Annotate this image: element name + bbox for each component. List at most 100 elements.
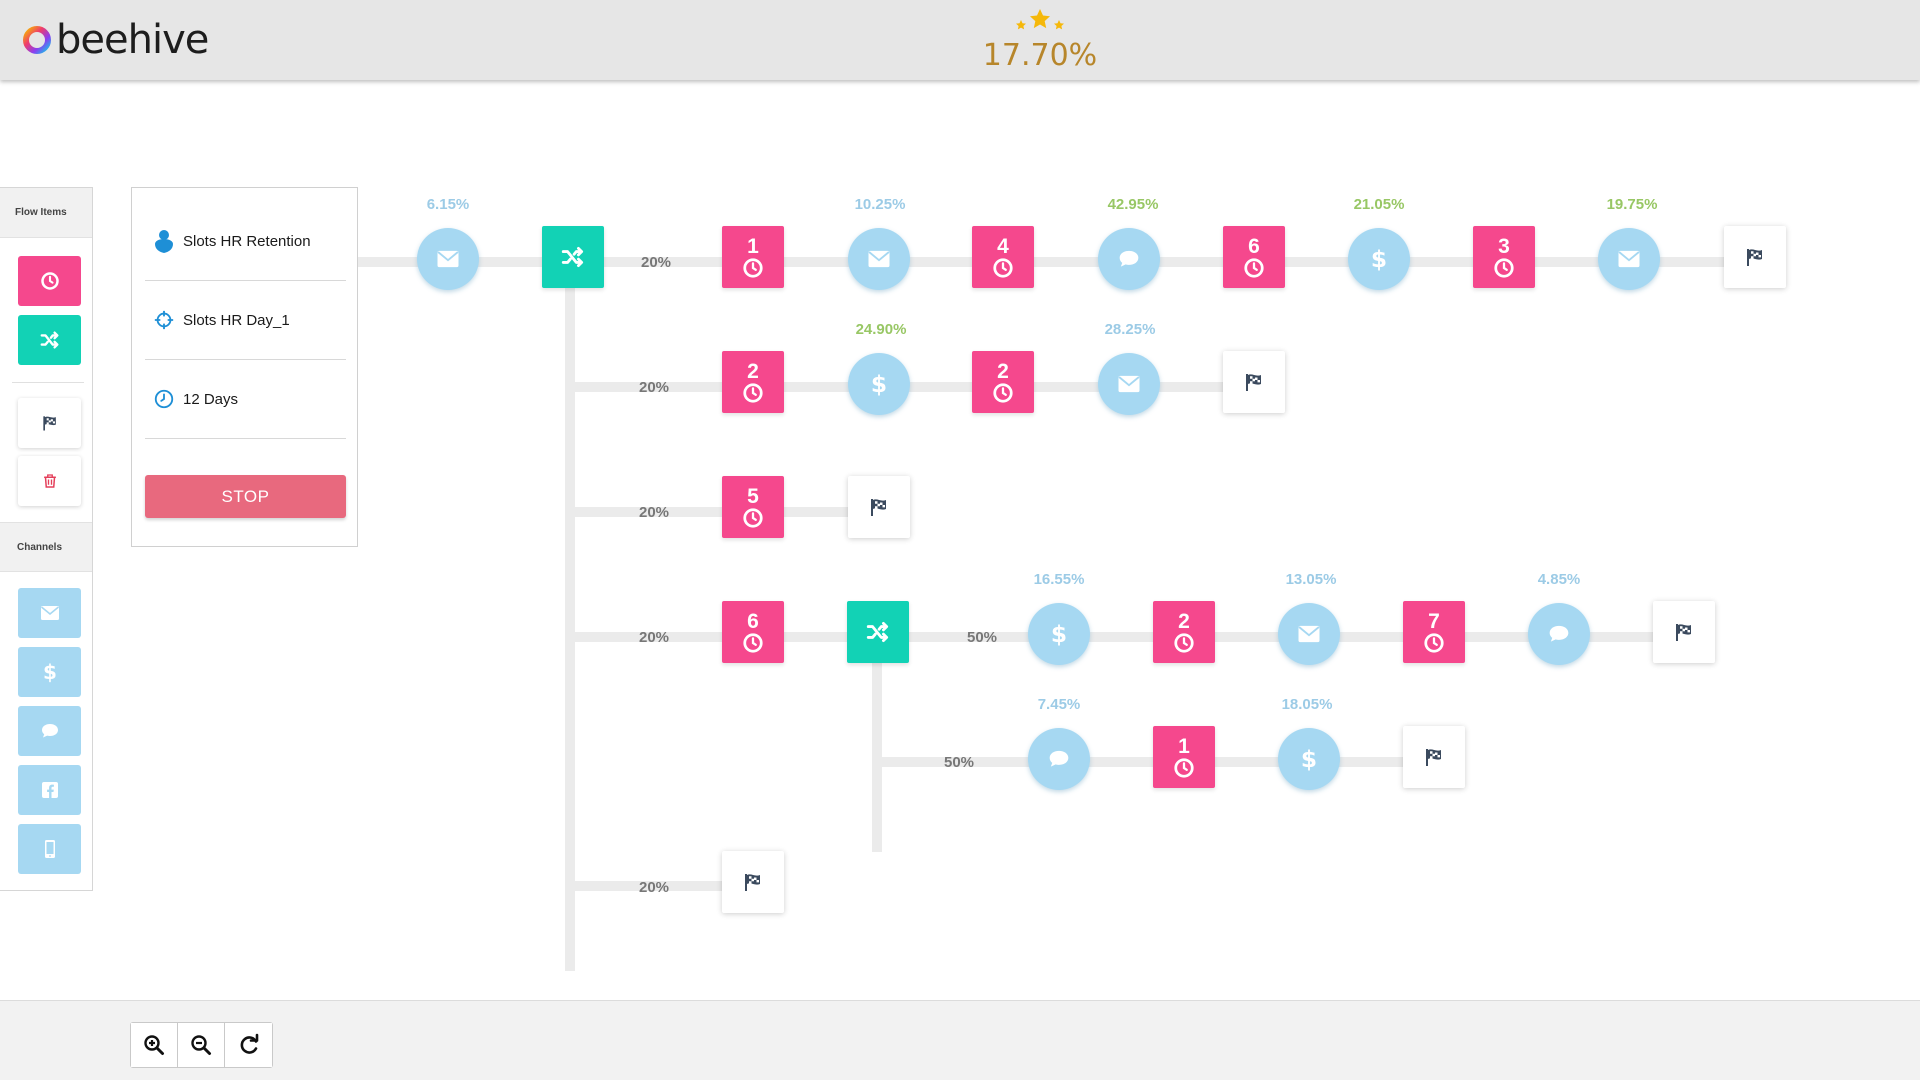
- conversion-rate: 7.45%: [1037, 696, 1081, 713]
- email-icon: [1115, 370, 1143, 398]
- shuffle-icon: [865, 619, 891, 645]
- clock-icon: [742, 257, 764, 279]
- target-segment: Slots HR Day_1: [183, 311, 290, 329]
- wait-node[interactable]: 2: [1153, 601, 1215, 663]
- channel-dollar[interactable]: [18, 647, 81, 697]
- split-percent: 20%: [639, 879, 670, 896]
- clock-icon: [992, 257, 1014, 279]
- conversion-rate: 10.25%: [854, 196, 906, 213]
- end-node[interactable]: [1653, 601, 1715, 663]
- email-icon: [1295, 620, 1323, 648]
- flag-icon: [1743, 245, 1767, 269]
- wait-node[interactable]: 4: [972, 226, 1034, 288]
- split-percent: 50%: [944, 754, 975, 771]
- end-node[interactable]: [1724, 226, 1786, 288]
- wait-days: 2: [997, 359, 1009, 383]
- conversion-rate: 16.55%: [1033, 571, 1085, 588]
- connector: [872, 662, 882, 852]
- split-node[interactable]: [542, 226, 604, 288]
- connector: [575, 632, 1685, 642]
- chat-node[interactable]: [1098, 228, 1160, 290]
- end-node[interactable]: [1223, 351, 1285, 413]
- wait-node[interactable]: 2: [972, 351, 1034, 413]
- wait-days: 2: [747, 359, 759, 383]
- app-logo[interactable]: beehive: [22, 16, 209, 64]
- email-node[interactable]: [848, 228, 910, 290]
- wait-days: 2: [1178, 609, 1190, 633]
- conversion-rate: 19.75%: [1606, 196, 1658, 213]
- app-name: beehive: [56, 17, 209, 63]
- channel-facebook[interactable]: [18, 765, 81, 815]
- end-node[interactable]: [1403, 726, 1465, 788]
- dollar-node[interactable]: [1278, 728, 1340, 790]
- clock-icon: [1243, 257, 1265, 279]
- target-row: Slots HR Day_1: [145, 281, 346, 360]
- split-percent: 20%: [639, 379, 670, 396]
- wait-node[interactable]: 6: [722, 601, 784, 663]
- campaign-row: Slots HR Retention: [145, 202, 346, 281]
- stars-icon: [1016, 9, 1064, 30]
- zoom-out-button[interactable]: [178, 1023, 225, 1067]
- crosshair-icon: [154, 310, 174, 330]
- split-node[interactable]: [847, 601, 909, 663]
- dollar-node[interactable]: [1348, 228, 1410, 290]
- wait-node[interactable]: 7: [1403, 601, 1465, 663]
- wait-days: 7: [1428, 609, 1440, 633]
- channel-email[interactable]: [18, 588, 81, 638]
- dollar-node[interactable]: [1028, 603, 1090, 665]
- wait-node[interactable]: 2: [722, 351, 784, 413]
- wait-days: 1: [747, 234, 759, 258]
- flag-icon: [1242, 370, 1266, 394]
- split-percent: 50%: [967, 629, 998, 646]
- flow-item-split[interactable]: [18, 315, 81, 365]
- clock-icon: [992, 382, 1014, 404]
- conversion-rate: 4.85%: [1537, 571, 1581, 588]
- flag-icon: [1672, 620, 1696, 644]
- dollar-icon: [1295, 745, 1323, 773]
- score-value: 17.70%: [982, 38, 1098, 73]
- stop-button[interactable]: STOP: [145, 475, 346, 518]
- divider: [12, 382, 84, 383]
- end-node[interactable]: [722, 851, 784, 913]
- flow-item-delete[interactable]: [18, 456, 81, 506]
- channel-mobile[interactable]: [18, 824, 81, 874]
- reset-view-button[interactable]: [225, 1023, 272, 1067]
- zoom-in-button[interactable]: [131, 1023, 178, 1067]
- shuffle-icon: [560, 244, 586, 270]
- conversion-rate: 28.25%: [1104, 321, 1156, 338]
- flag-icon: [867, 495, 891, 519]
- clock-icon: [742, 632, 764, 654]
- email-node[interactable]: [1278, 603, 1340, 665]
- channel-chat[interactable]: [18, 706, 81, 756]
- wait-days: 6: [747, 609, 759, 633]
- end-node[interactable]: [848, 476, 910, 538]
- clock-icon: [1423, 632, 1445, 654]
- wait-days: 1: [1178, 734, 1190, 758]
- wait-node[interactable]: 1: [722, 226, 784, 288]
- conversion-rate: 21.05%: [1353, 196, 1405, 213]
- clock-icon: [742, 507, 764, 529]
- chat-node[interactable]: [1028, 728, 1090, 790]
- chat-icon: [1045, 745, 1073, 773]
- chat-node[interactable]: [1528, 603, 1590, 665]
- overall-score: 17.70%: [940, 6, 1140, 73]
- wait-node[interactable]: 5: [722, 476, 784, 538]
- dollar-node[interactable]: [848, 353, 910, 415]
- dollar-icon: [1365, 245, 1393, 273]
- flow-item-wait[interactable]: [18, 256, 81, 306]
- split-percent: 20%: [639, 504, 670, 521]
- flow-canvas[interactable]: 20% 20% 20% 20% 20% 50% 50% 6.15% 1 10.2…: [0, 80, 1920, 1000]
- wait-days: 5: [747, 484, 759, 508]
- zoom-controls: [130, 1022, 273, 1068]
- app-header: beehive 17.70%: [0, 0, 1920, 80]
- email-node[interactable]: [417, 228, 479, 290]
- wait-node[interactable]: 1: [1153, 726, 1215, 788]
- email-icon: [1615, 245, 1643, 273]
- wait-node[interactable]: 3: [1473, 226, 1535, 288]
- email-node[interactable]: [1598, 228, 1660, 290]
- flow-item-end[interactable]: [18, 398, 81, 448]
- email-node[interactable]: [1098, 353, 1160, 415]
- dollar-icon: [865, 370, 893, 398]
- wait-node[interactable]: 6: [1223, 226, 1285, 288]
